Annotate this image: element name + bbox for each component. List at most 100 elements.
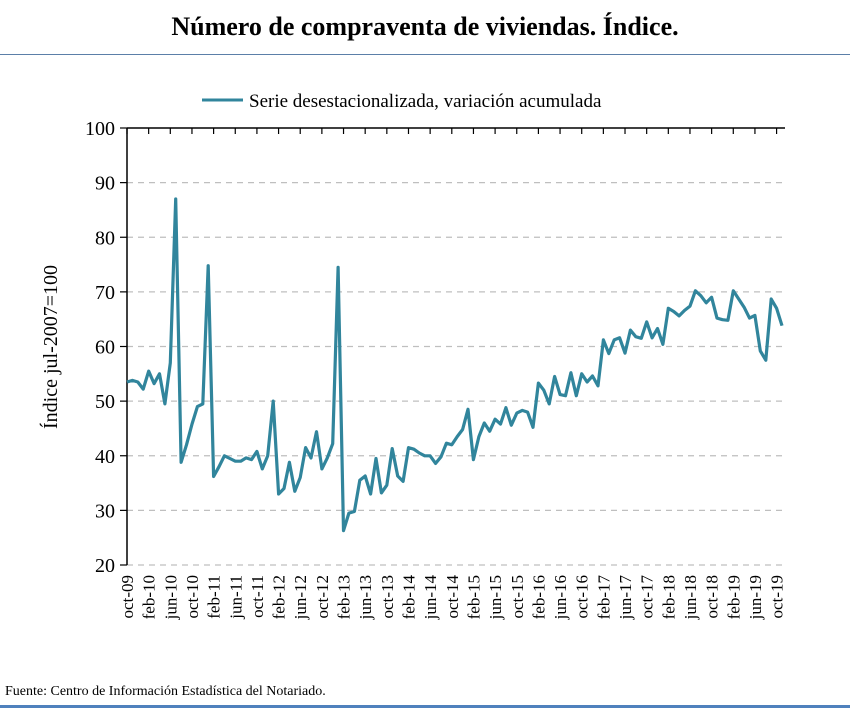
data-point (402, 480, 404, 482)
data-point (499, 423, 501, 425)
data-point (359, 479, 361, 481)
data-point (526, 411, 528, 413)
x-tick-label: feb-16 (529, 575, 548, 619)
data-point (748, 317, 750, 319)
data-point (164, 403, 166, 405)
x-tick-label: jun-18 (681, 575, 700, 620)
data-point (429, 455, 431, 457)
data-point (754, 314, 756, 316)
axes (120, 127, 785, 566)
data-point (759, 350, 761, 352)
data-point (380, 492, 382, 494)
data-point (483, 422, 485, 424)
x-tick-label: oct-13 (378, 575, 397, 618)
data-point (375, 457, 377, 459)
data-point (765, 359, 767, 361)
data-point (239, 460, 241, 462)
x-tick-labels: oct-09 feb-10 jun-10 oct-10 feb-11 jun-11 oct-… (118, 575, 787, 621)
data-point (196, 405, 198, 407)
data-point (326, 457, 328, 459)
data-point (212, 475, 214, 477)
data-point (434, 462, 436, 464)
data-point (543, 389, 545, 391)
data-point (207, 264, 209, 266)
data-point (662, 343, 664, 345)
data-point (445, 442, 447, 444)
data-point (586, 381, 588, 383)
data-point (353, 510, 355, 512)
data-point (640, 337, 642, 339)
data-point (418, 452, 420, 454)
y-tick-label: 50 (95, 391, 115, 413)
data-point (126, 381, 128, 383)
data-point (737, 298, 739, 300)
data-point (516, 412, 518, 414)
data-point (321, 468, 323, 470)
x-tick-label: feb-17 (594, 575, 613, 620)
data-point (158, 373, 160, 375)
data-point (191, 423, 193, 425)
x-tick-label: oct-14 (443, 575, 462, 619)
data-point (424, 455, 426, 457)
y-tick-label: 70 (95, 282, 115, 304)
data-point (635, 335, 637, 337)
x-tick-label: jun-12 (291, 575, 310, 620)
data-point (283, 487, 285, 489)
data-point (510, 424, 512, 426)
data-point (267, 455, 269, 457)
line-chart: Serie desestacionalizada, variación acum… (39, 91, 787, 621)
x-tick-label: jun-17 (616, 575, 635, 621)
y-tick-label: 80 (95, 227, 115, 249)
data-point (137, 381, 139, 383)
data-point (229, 457, 231, 459)
x-tick-label: oct-19 (768, 575, 787, 618)
data-point (548, 403, 550, 405)
data-point (348, 512, 350, 514)
data-point (700, 294, 702, 296)
data-point (532, 426, 534, 428)
data-point (337, 266, 339, 268)
data-point (261, 468, 263, 470)
x-tick-label: jun-11 (226, 575, 245, 620)
data-point (169, 362, 171, 364)
data-point (472, 458, 474, 460)
x-tick-label: oct-12 (313, 575, 332, 618)
data-point (494, 418, 496, 420)
data-point (223, 455, 225, 457)
data-point (629, 329, 631, 331)
data-point (461, 428, 463, 430)
data-point (386, 484, 388, 486)
data-point (488, 430, 490, 432)
data-point (294, 490, 296, 492)
x-tick-label: oct-18 (703, 575, 722, 618)
data-point (732, 290, 734, 292)
data-point (456, 435, 458, 437)
x-tick-label: oct-09 (118, 575, 137, 618)
y-tick-label: 60 (95, 337, 115, 359)
data-point (478, 435, 480, 437)
data-point (689, 305, 691, 307)
data-point (678, 315, 680, 317)
data-point (288, 461, 290, 463)
x-tick-label: oct-11 (248, 575, 267, 618)
data-point (608, 352, 610, 354)
data-point (175, 198, 177, 200)
data-point (770, 298, 772, 300)
y-tick-label: 40 (95, 446, 115, 468)
data-point (272, 400, 274, 402)
data-point (743, 306, 745, 308)
x-tick-label: feb-13 (335, 575, 354, 619)
series-points (126, 198, 783, 532)
data-point (147, 370, 149, 372)
data-point (467, 408, 469, 410)
data-point (602, 339, 604, 341)
x-tick-label: feb-12 (270, 575, 289, 619)
data-point (683, 309, 685, 311)
data-point (332, 443, 334, 445)
data-point (315, 431, 317, 433)
data-point (618, 337, 620, 339)
x-tick-label: feb-18 (659, 575, 678, 619)
x-tick-label: jun-19 (746, 575, 765, 620)
data-point (673, 310, 675, 312)
data-point (451, 444, 453, 446)
